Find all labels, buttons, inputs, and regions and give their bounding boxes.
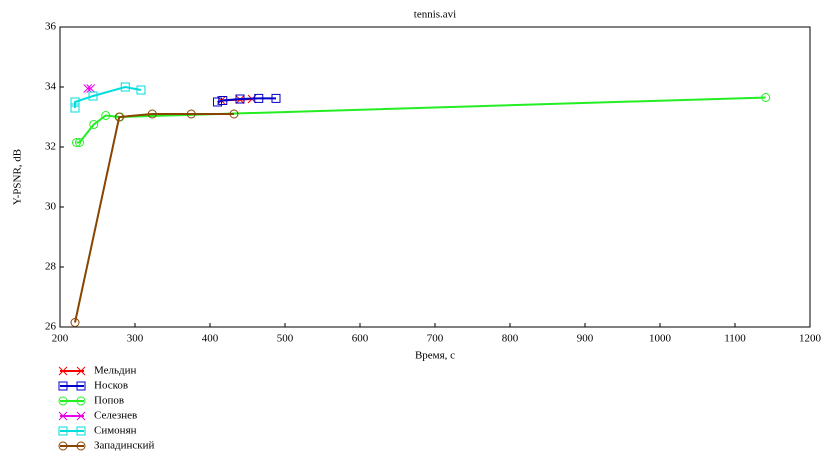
legend-label: Носков [94,380,128,392]
point [254,93,264,103]
legend-marker [76,381,86,391]
y-tick-label: 30 [45,201,57,213]
point [72,138,81,147]
legend-marker [58,426,68,436]
x-tick-label: 600 [352,333,369,345]
x-tick-label: 900 [577,333,594,345]
y-axis-label: Y-PSNR, dB [12,149,24,205]
point [70,97,80,107]
x-tick-label: 800 [502,333,519,345]
x-tick-label: 1000 [649,333,672,345]
point [88,91,98,101]
legend-marker [58,441,68,451]
point [186,109,196,119]
legend-marker [76,411,86,421]
point [86,84,96,93]
x-tick-label: 1200 [799,333,822,345]
point [235,94,245,104]
legend-marker [58,411,68,421]
legend-marker [76,366,86,376]
point [89,120,99,129]
legend-marker [58,366,68,376]
point [761,93,771,102]
x-tick-label: 300 [127,333,144,345]
chart-title: tennis.avi [414,9,456,21]
point [83,84,93,93]
y-tick-label: 36 [45,21,57,33]
legend-marker [58,396,68,406]
point [114,112,124,122]
point [70,103,80,113]
point [147,109,157,119]
point [120,82,130,92]
series-line [76,96,766,144]
legend-marker [76,426,86,436]
legend-marker [76,396,86,406]
legend-marker [58,381,68,391]
series-line [74,85,142,108]
point [136,85,146,95]
series-line [74,113,234,323]
point [213,97,222,107]
y-tick-label: 28 [45,261,57,273]
point [101,111,111,120]
legend-label: Селезнев [94,410,137,422]
x-tick-label: 400 [202,333,219,345]
legend-label: Мельдин [94,365,137,377]
legend-label: Западинский [94,440,155,452]
x-tick-label: 1100 [724,333,746,345]
y-tick-label: 26 [45,321,57,333]
x-tick-label: 700 [427,333,444,345]
point [271,93,281,103]
point [229,109,239,119]
y-tick-label: 32 [45,141,56,153]
legend-label: Симонян [94,425,137,437]
x-axis-label: Время, с [415,350,455,362]
point [218,96,228,105]
legend-marker [76,441,86,451]
point [75,138,84,147]
point [70,318,80,327]
x-tick-label: 200 [52,333,69,345]
legend-label: Попов [94,395,124,407]
x-tick-label: 500 [277,333,294,345]
y-tick-label: 34 [45,81,57,93]
plot-frame [59,26,811,328]
